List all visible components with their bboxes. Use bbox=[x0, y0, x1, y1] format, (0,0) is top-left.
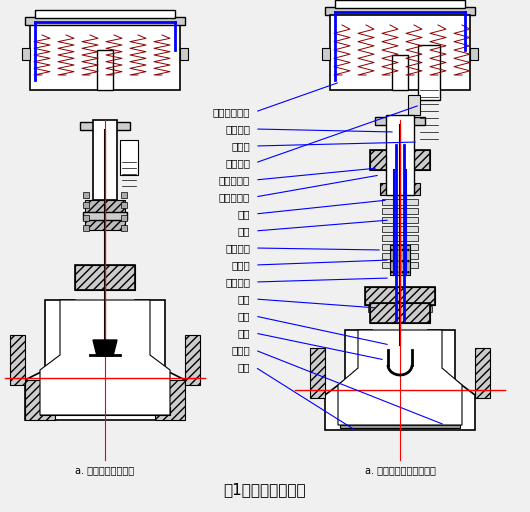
Text: 拨针点: 拨针点 bbox=[231, 141, 250, 151]
Text: a. 普通型气动调节阀: a. 普通型气动调节阀 bbox=[75, 465, 135, 475]
Bar bbox=[382, 235, 418, 241]
Polygon shape bbox=[338, 330, 462, 425]
Bar bbox=[386, 115, 414, 195]
Bar bbox=[370, 150, 430, 170]
Bar bbox=[121, 202, 127, 208]
Bar bbox=[325, 7, 475, 15]
Bar bbox=[10, 335, 25, 385]
Bar bbox=[120, 140, 138, 175]
Bar bbox=[322, 48, 330, 60]
Bar bbox=[80, 122, 130, 130]
Text: 行程标尺: 行程标尺 bbox=[225, 158, 250, 168]
Bar bbox=[382, 226, 418, 232]
Text: 六角螺母: 六角螺母 bbox=[225, 124, 250, 134]
Bar bbox=[368, 306, 374, 312]
Text: 波纹管: 波纹管 bbox=[231, 260, 250, 270]
Bar bbox=[185, 335, 200, 385]
Bar bbox=[382, 253, 418, 259]
Bar bbox=[83, 212, 127, 220]
Bar bbox=[75, 265, 135, 290]
Bar bbox=[370, 150, 430, 170]
Bar bbox=[370, 303, 430, 323]
Text: 阀芯: 阀芯 bbox=[237, 311, 250, 321]
Bar bbox=[35, 10, 175, 18]
Bar bbox=[380, 183, 420, 195]
Text: 压盖: 压盖 bbox=[237, 209, 250, 219]
Bar bbox=[75, 265, 135, 290]
Bar bbox=[390, 125, 410, 135]
Bar bbox=[121, 192, 127, 198]
Polygon shape bbox=[325, 330, 475, 430]
Bar bbox=[25, 17, 185, 25]
Bar bbox=[83, 215, 89, 221]
Bar bbox=[382, 244, 418, 250]
Bar bbox=[335, 0, 465, 8]
Text: 填料: 填料 bbox=[237, 226, 250, 236]
Bar bbox=[155, 380, 185, 420]
Bar bbox=[121, 215, 127, 221]
Bar bbox=[83, 225, 89, 231]
Text: 阀体: 阀体 bbox=[237, 362, 250, 372]
Polygon shape bbox=[40, 300, 170, 415]
Bar bbox=[22, 48, 30, 60]
Text: 衬里层: 衬里层 bbox=[231, 345, 250, 355]
Bar bbox=[382, 217, 418, 223]
Text: 波纹管上盖: 波纹管上盖 bbox=[219, 192, 250, 202]
Bar bbox=[30, 18, 180, 90]
Bar bbox=[426, 306, 432, 312]
Bar bbox=[97, 50, 113, 90]
Bar bbox=[340, 420, 460, 428]
Bar bbox=[83, 202, 89, 208]
Bar bbox=[25, 380, 55, 420]
Bar bbox=[382, 199, 418, 205]
Bar bbox=[382, 262, 418, 268]
Bar bbox=[470, 48, 478, 60]
Bar bbox=[85, 215, 125, 230]
Bar bbox=[85, 200, 125, 215]
Bar bbox=[83, 192, 89, 198]
Bar bbox=[310, 348, 325, 398]
Bar bbox=[392, 55, 408, 90]
Polygon shape bbox=[93, 340, 117, 356]
Bar bbox=[370, 303, 430, 323]
Text: 图1、调节阀结构图: 图1、调节阀结构图 bbox=[224, 482, 306, 498]
Text: 四氟套管: 四氟套管 bbox=[225, 277, 250, 287]
Text: a. 波纹管密封气动调节阀: a. 波纹管密封气动调节阀 bbox=[365, 465, 436, 475]
Text: 阀座: 阀座 bbox=[237, 328, 250, 338]
Bar bbox=[375, 117, 425, 125]
Bar bbox=[408, 95, 420, 115]
Bar bbox=[180, 48, 188, 60]
Bar bbox=[475, 348, 490, 398]
Text: 螺丝螺母: 螺丝螺母 bbox=[225, 243, 250, 253]
Bar bbox=[121, 225, 127, 231]
Bar bbox=[418, 45, 440, 100]
Bar bbox=[40, 407, 170, 415]
Bar bbox=[330, 15, 470, 90]
Bar bbox=[93, 120, 117, 200]
Polygon shape bbox=[25, 300, 185, 420]
Bar bbox=[390, 245, 410, 275]
Text: 气动执行机构: 气动执行机构 bbox=[213, 107, 250, 117]
Text: 执行器支架: 执行器支架 bbox=[219, 175, 250, 185]
Bar bbox=[382, 208, 418, 214]
Text: 上盖: 上盖 bbox=[237, 294, 250, 304]
Bar bbox=[365, 287, 435, 305]
Bar bbox=[365, 287, 435, 305]
